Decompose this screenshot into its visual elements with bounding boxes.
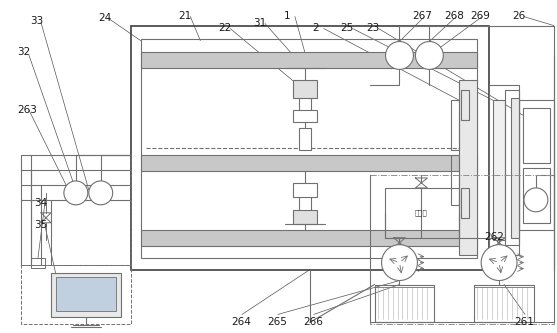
Bar [293, 80, 317, 98]
Bar [523, 168, 550, 223]
Bar [489, 85, 519, 255]
Circle shape [481, 245, 517, 280]
Text: 264: 264 [231, 317, 251, 327]
Bar [451, 155, 459, 205]
Bar [51, 272, 121, 317]
Text: 26: 26 [512, 11, 525, 21]
Bar [519, 100, 554, 230]
Text: 24: 24 [98, 13, 111, 23]
Text: 35: 35 [34, 220, 47, 230]
Bar [299, 128, 311, 150]
Circle shape [524, 188, 548, 212]
Text: 2: 2 [312, 23, 319, 33]
Bar [140, 39, 477, 258]
Bar [293, 110, 317, 122]
Bar [293, 210, 317, 224]
Text: 22: 22 [218, 23, 232, 33]
Circle shape [382, 245, 417, 280]
Bar [31, 258, 45, 268]
Text: 266: 266 [303, 317, 323, 327]
Text: 32: 32 [17, 48, 30, 58]
Bar [140, 155, 477, 171]
Text: 23: 23 [367, 23, 380, 33]
Circle shape [416, 42, 443, 69]
Text: 34: 34 [34, 198, 47, 208]
Bar [451, 100, 459, 150]
Circle shape [64, 181, 88, 205]
Bar [459, 80, 477, 255]
Text: 267: 267 [412, 11, 432, 21]
Text: 262: 262 [484, 232, 504, 242]
Bar [493, 100, 505, 240]
Text: 1: 1 [284, 11, 291, 21]
Bar [21, 265, 131, 324]
Text: 263: 263 [17, 105, 37, 115]
Text: 21: 21 [178, 11, 192, 21]
Text: 268: 268 [444, 11, 464, 21]
Text: 33: 33 [30, 16, 43, 26]
Bar [523, 108, 550, 163]
Bar [370, 175, 554, 324]
Text: 25: 25 [341, 23, 354, 33]
Bar [140, 230, 477, 246]
Bar [56, 276, 116, 311]
Bar [384, 188, 459, 238]
Bar [505, 90, 519, 245]
Bar [21, 155, 131, 265]
Bar [461, 90, 469, 120]
Circle shape [89, 181, 113, 205]
Text: 液压泵: 液压泵 [415, 209, 428, 216]
Bar [293, 183, 317, 197]
Bar [140, 53, 477, 68]
Bar [131, 26, 489, 270]
Bar [461, 188, 469, 218]
Text: 265: 265 [267, 317, 287, 327]
Text: 269: 269 [470, 11, 490, 21]
Bar [511, 98, 519, 238]
Bar [375, 284, 434, 322]
Bar [474, 284, 534, 322]
Circle shape [385, 42, 413, 69]
Text: 261: 261 [514, 317, 534, 327]
Text: 31: 31 [253, 18, 266, 28]
